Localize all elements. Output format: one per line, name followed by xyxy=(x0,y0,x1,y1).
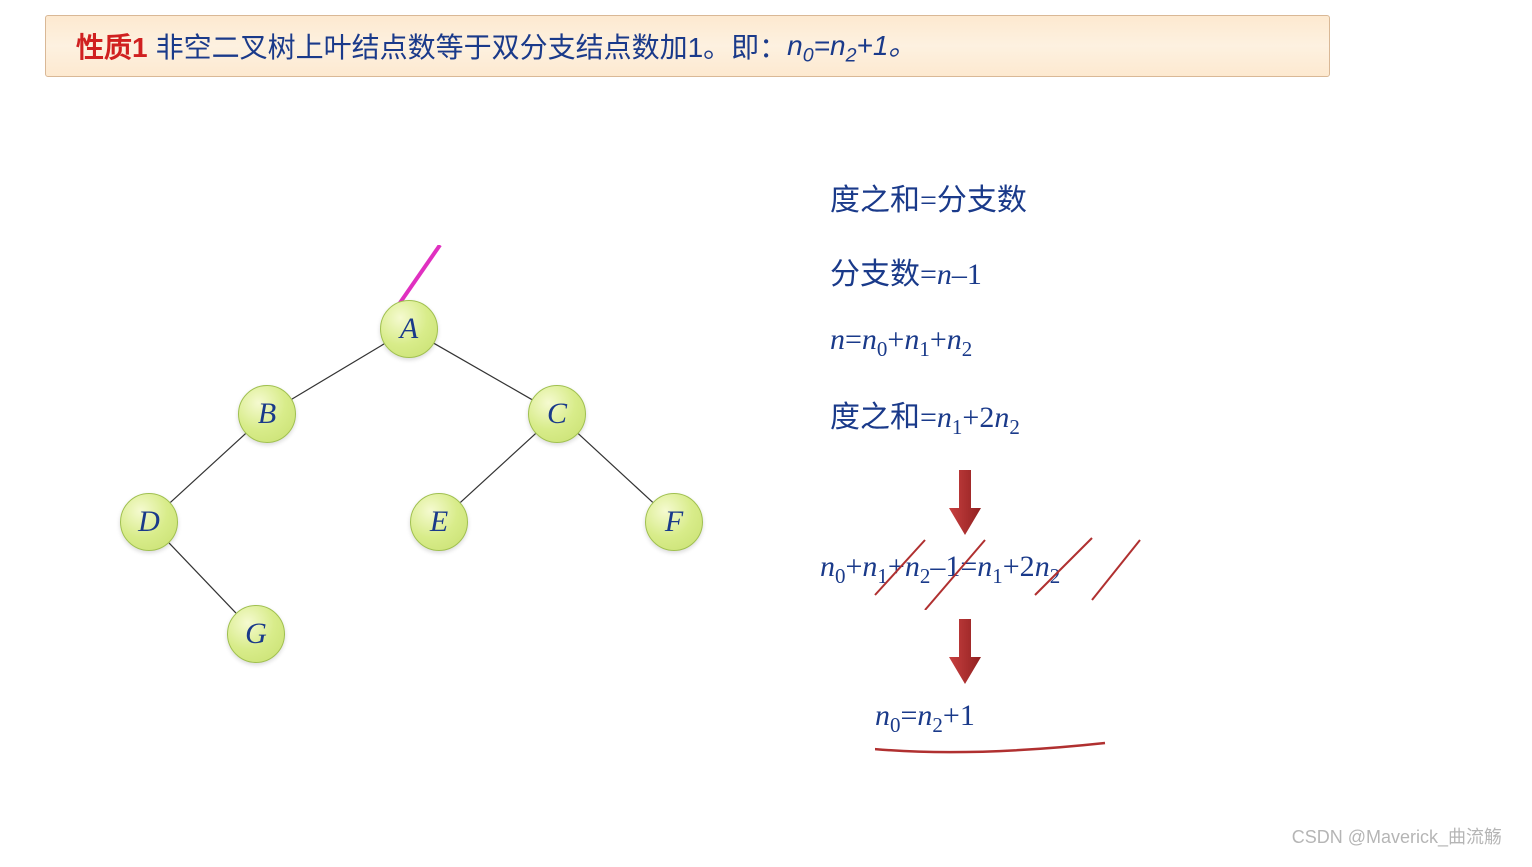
underline-mark xyxy=(875,743,1105,752)
final-text: n0=n2+1 xyxy=(875,699,975,732)
property-header: 性质1 非空二叉树上叶结点数等于双分支结点数加1。即： n0=n2+1。 xyxy=(45,15,1330,77)
arrow-2 xyxy=(830,619,1330,684)
derivation-line-0: 度之和=分支数 xyxy=(830,175,1330,219)
tree-node-d: D xyxy=(120,493,178,551)
equation-text: n0+n1+n2–1=n1+2n2 xyxy=(820,550,1060,583)
property-text: 非空二叉树上叶结点数等于双分支结点数加1。即： xyxy=(156,26,788,66)
derivation-line-3: 度之和=n1+2n2 xyxy=(830,392,1330,440)
tree-node-f: F xyxy=(645,493,703,551)
tree-edge xyxy=(169,543,236,613)
derivation-panel: 度之和=分支数分支数=n–1n=n0+n1+n2度之和=n1+2n2 n0+n1… xyxy=(830,175,1330,768)
tree-node-c: C xyxy=(528,385,586,443)
property-formula: n0=n2+1。 xyxy=(787,24,916,68)
derivation-line-1: 分支数=n–1 xyxy=(830,249,1330,293)
binary-tree: A B C D E F G xyxy=(90,245,740,695)
arrow-1 xyxy=(830,470,1330,535)
tree-edge xyxy=(460,434,535,503)
tree-edge xyxy=(578,434,652,503)
derivation-line-2: n=n0+n1+n2 xyxy=(830,323,1330,362)
equation-line: n0+n1+n2–1=n1+2n2 xyxy=(820,550,1330,589)
tree-node-g: G xyxy=(227,605,285,663)
tree-edge xyxy=(292,344,384,399)
watermark: CSDN @Maverick_曲流觞 xyxy=(1292,823,1502,849)
final-line: n0=n2+1 xyxy=(875,699,1330,738)
tree-edge xyxy=(170,434,245,503)
tree-node-b: B xyxy=(238,385,296,443)
tree-node-e: E xyxy=(410,493,468,551)
tree-node-a: A xyxy=(380,300,438,358)
tree-edge xyxy=(434,343,532,399)
property-label: 性质1 xyxy=(76,26,148,66)
strike-mark xyxy=(1092,540,1140,600)
